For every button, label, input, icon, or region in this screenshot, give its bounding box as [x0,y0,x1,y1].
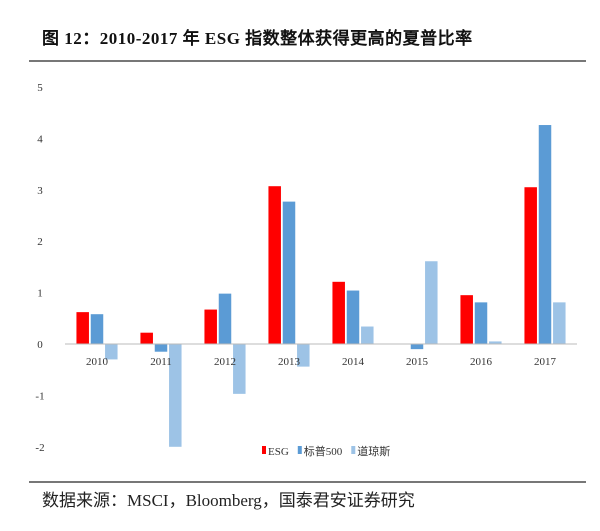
bar-标普500-2013 [282,201,296,344]
bar-道琼斯-2010 [105,344,118,360]
source-note: 数据来源：MSCI，Bloomberg，国泰君安证券研究 [42,491,415,510]
x-tick-label: 2017 [534,356,557,368]
bar-标普500-2011 [154,344,168,352]
legend-swatch-0 [262,446,266,454]
legend-label: 标普500 [304,444,343,458]
y-tick-label: 2 [37,236,43,248]
bar-标普500-2017 [538,125,552,344]
bar-标普500-2010 [90,314,104,344]
bar-道琼斯-2016 [489,341,502,344]
bar-ESG-2014 [332,281,345,344]
legend-swatch-2 [351,446,356,454]
bar-道琼斯-2014 [361,326,374,344]
x-tick-label: 2010 [86,356,109,368]
x-tick-label: 2013 [278,356,301,368]
y-tick-label: -1 [35,390,44,402]
y-tick-label: 3 [37,185,43,197]
y-tick-label: 0 [37,339,43,351]
chart-title: 图 12：2010-2017 年 ESG 指数整体获得更高的夏普比率 [42,29,473,48]
bar-ESG-2012 [204,309,217,344]
bar-道琼斯-2015 [425,261,438,344]
bar-ESG-2013 [268,186,281,344]
x-tick-label: 2014 [342,356,365,368]
bar-标普500-2015 [410,344,424,350]
bar-道琼斯-2013 [297,344,310,367]
x-tick-label: 2012 [214,356,236,368]
bar-ESG-2010 [76,312,89,344]
x-tick-label: 2016 [470,356,493,368]
bar-标普500-2014 [346,290,360,344]
x-tick-label: 2011 [150,356,172,368]
legend-label: 道琼斯 [357,444,390,458]
y-tick-label: 1 [37,288,43,300]
y-tick-label: 4 [37,133,43,145]
source-divider [29,481,586,483]
bar-标普500-2012 [218,293,232,344]
bar-ESG-2017 [524,187,537,344]
bar-ESG-2016 [460,295,473,344]
bar-道琼斯-2017 [553,302,566,344]
bar-道琼斯-2012 [233,344,246,394]
bar-ESG-2011 [140,332,153,344]
bar-标普500-2016 [474,302,488,344]
legend-label: ESG [268,446,289,458]
legend-swatch-1 [297,446,302,454]
x-tick-label: 2015 [406,356,429,368]
bar-道琼斯-2011 [169,344,182,447]
title-divider [29,60,586,62]
y-tick-label: -2 [35,442,44,454]
y-tick-label: 5 [37,82,43,94]
